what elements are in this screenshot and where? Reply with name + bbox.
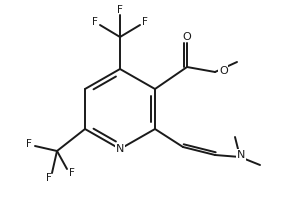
Text: F: F	[46, 173, 52, 183]
Text: F: F	[142, 17, 148, 27]
Text: N: N	[237, 150, 245, 160]
Text: O: O	[219, 66, 228, 76]
Text: O: O	[183, 32, 191, 42]
Text: F: F	[92, 17, 98, 27]
Text: F: F	[69, 168, 75, 178]
Text: N: N	[116, 144, 124, 154]
Text: F: F	[117, 5, 123, 15]
Text: F: F	[26, 139, 32, 149]
